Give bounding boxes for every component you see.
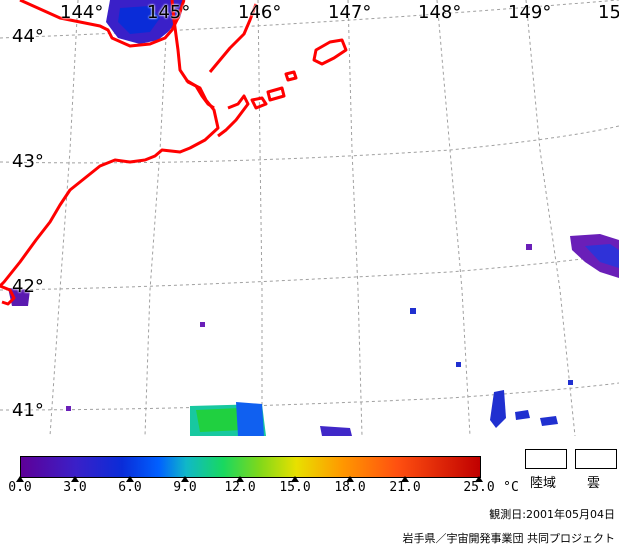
tick-label-18: 18.0 — [334, 480, 366, 495]
tick-mark — [236, 476, 244, 482]
meridian-149 — [525, 0, 576, 436]
sst-patch-sw — [320, 426, 352, 436]
meridian-147 — [347, 0, 363, 436]
temperature-color-bar — [20, 456, 481, 478]
coastline — [0, 0, 348, 306]
tick-mark — [71, 476, 79, 482]
sst-dot-2 — [410, 308, 416, 314]
tick-mark — [346, 476, 354, 482]
sst-patch-south-green — [196, 408, 244, 432]
meridian-148 — [436, 0, 471, 436]
coastline-island-c — [312, 38, 348, 66]
lon-label-145: 145° — [147, 2, 191, 23]
tick-label-12: 12.0 — [224, 480, 256, 495]
cloud-label: 雲 — [587, 476, 601, 491]
lon-label-150: 15 — [598, 2, 619, 23]
graticule — [0, 0, 619, 436]
lon-label-144: 144° — [60, 2, 104, 23]
tick-label-3: 3.0 — [63, 480, 87, 495]
sst-dot-5 — [66, 406, 71, 411]
sst-patch-se3 — [540, 416, 558, 426]
land-swatch — [525, 449, 567, 469]
lon-label-148: 148° — [418, 2, 462, 23]
tick-label-9: 9.0 — [173, 480, 197, 495]
lat-label-44: 44° — [12, 26, 44, 47]
coastline-island-d — [284, 70, 298, 82]
coastline-island-b — [266, 86, 286, 102]
lat-label-42: 42° — [12, 276, 44, 297]
cloud-swatch — [575, 449, 617, 469]
meridian-145 — [144, 0, 169, 436]
sst-patch-east-inner — [585, 244, 619, 268]
tick-mark — [16, 476, 24, 482]
tick-mark — [181, 476, 189, 482]
coastline-iturup-chain — [217, 94, 250, 138]
meridian-144 — [49, 0, 79, 436]
tick-mark — [291, 476, 299, 482]
sst-patch-cape — [8, 288, 30, 306]
tick-label-15: 15.0 — [279, 480, 311, 495]
unit-label: °C — [503, 480, 519, 495]
coastline-cape-south — [0, 284, 16, 306]
lon-label-147: 147° — [328, 2, 372, 23]
sst-patches — [8, 0, 619, 436]
tick-label-25: 25.0 — [463, 480, 495, 495]
sst-dot-3 — [526, 244, 532, 250]
tick-mark — [126, 476, 134, 482]
credit-text: 岩手県／宇宙開発事業団 共同プロジェクト — [402, 532, 616, 545]
observation-date: 観測日:2001年05月04日 — [489, 508, 615, 521]
tick-mark — [475, 476, 483, 482]
tick-label-21: 21.0 — [389, 480, 421, 495]
lat-label-43: 43° — [12, 151, 44, 172]
sst-map: 144° 145° 146° 147° 148° 149° 15 44° 43°… — [0, 0, 619, 436]
lon-label-149: 149° — [508, 2, 552, 23]
map-canvas — [0, 0, 619, 436]
coastline-kunashiri — [208, 3, 258, 73]
sst-dot-1 — [200, 322, 205, 327]
sst-dot-6 — [568, 380, 573, 385]
coastline-shiretoko — [185, 78, 215, 110]
parallel-41 — [0, 382, 619, 411]
sst-patch-south-blue — [236, 402, 264, 436]
tick-mark — [401, 476, 409, 482]
parallel-42 — [0, 253, 619, 291]
lon-label-146: 146° — [238, 2, 282, 23]
tick-label-0: 0.0 — [8, 480, 32, 495]
parallel-43 — [0, 125, 619, 164]
land-label: 陸域 — [530, 476, 557, 491]
sst-patch-se — [490, 390, 506, 428]
sst-patch-se2 — [515, 410, 530, 420]
meridian-146 — [257, 0, 263, 436]
lat-label-41: 41° — [12, 400, 44, 421]
tick-label-6: 6.0 — [118, 480, 142, 495]
sst-patch-north-inner — [118, 6, 160, 34]
sst-dot-4 — [456, 362, 461, 367]
coastline-island-a — [250, 96, 268, 110]
